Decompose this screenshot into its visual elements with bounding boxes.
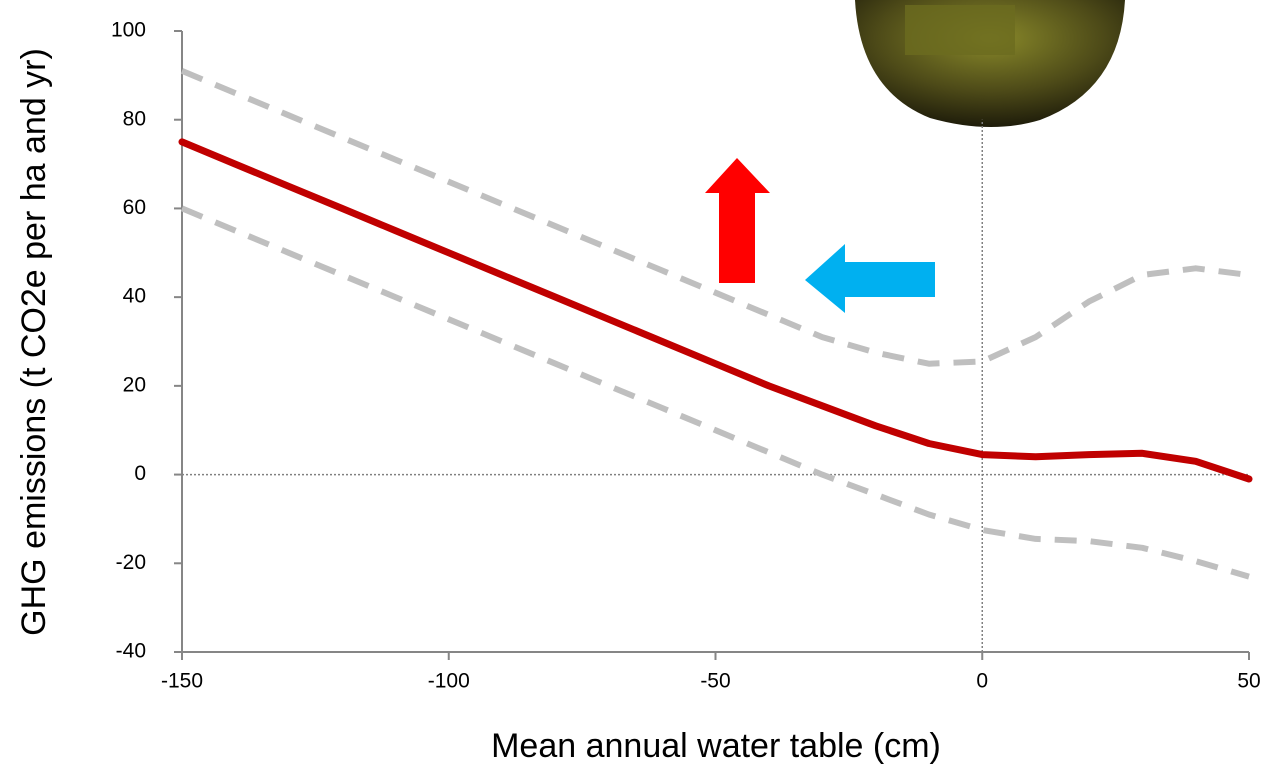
y-tick-label: 100 [111,19,146,42]
up-arrow [705,158,770,283]
y-tick-label: -40 [116,640,146,663]
series-line [182,208,1249,576]
y-tick-label: 80 [123,107,146,130]
x-tick-label: 0 [976,670,988,693]
x-tick-label: -150 [161,670,203,693]
y-tick-label: 20 [123,373,146,396]
y-tick-label: 0 [134,462,146,485]
x-axis-title: Mean annual water table (cm) [491,727,941,765]
y-tick-label: 60 [123,196,146,219]
x-tick-label: 50 [1237,670,1260,693]
y-axis-title: GHG emissions (t CO2e per ha and yr) [15,48,53,636]
y-tick-label: -20 [116,551,146,574]
page: {"chart_data": {"type": "line", "x_label… [0,0,1279,776]
left-arrow [805,244,935,313]
x-tick-label: -100 [428,670,470,693]
series-line [182,71,1249,364]
photo-detail [905,5,1015,55]
y-tick-label: 40 [123,285,146,308]
x-tick-label: -50 [700,670,730,693]
chart: Mean annual water table (cm) GHG emissio… [0,0,1279,776]
